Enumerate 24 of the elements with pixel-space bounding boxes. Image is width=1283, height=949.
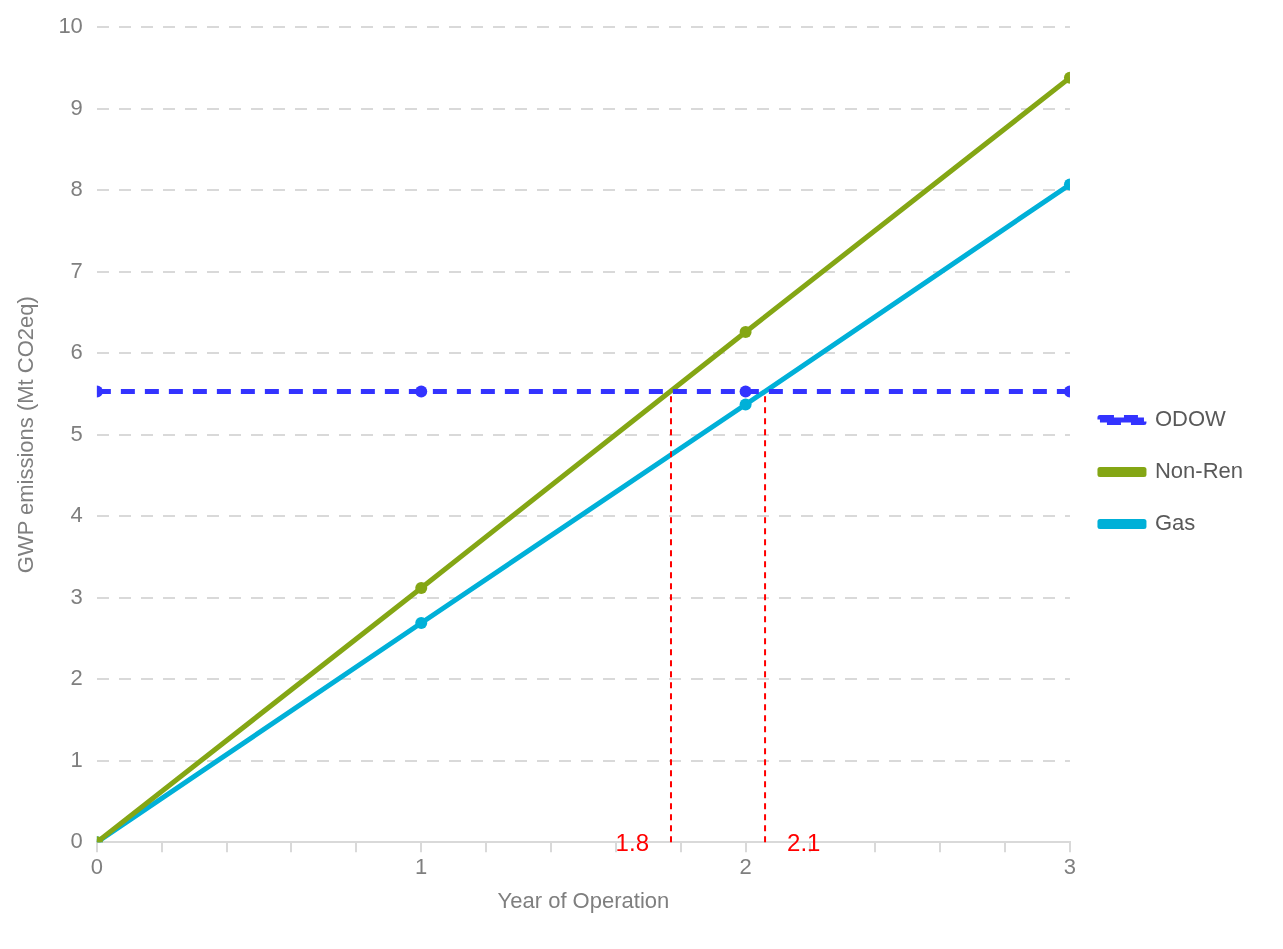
legend-label: Non-Ren bbox=[1154, 458, 1243, 484]
y-tick-label: 9 bbox=[70, 94, 83, 120]
legend-label: ODOW bbox=[1154, 406, 1227, 432]
y-tick-label: 2 bbox=[70, 665, 83, 691]
ref-line-label: 1.8 bbox=[615, 828, 649, 856]
x-tick-label: 0 bbox=[90, 854, 103, 880]
x-axis-title: Year of Operation bbox=[497, 887, 670, 913]
y-tick-label: 1 bbox=[70, 746, 83, 772]
point bbox=[739, 398, 752, 411]
y-tick-label: 4 bbox=[70, 502, 83, 528]
y-tick-label: 0 bbox=[70, 828, 83, 854]
y-axis-title: GWP emissions (Mt CO2eq) bbox=[13, 296, 39, 574]
y-tick-label: 7 bbox=[70, 257, 83, 283]
y-tick-label: 6 bbox=[70, 339, 83, 365]
y-tick-label: 8 bbox=[70, 176, 83, 202]
y-tick-label: 10 bbox=[58, 13, 83, 39]
x-tick-label: 2 bbox=[739, 854, 752, 880]
point bbox=[415, 616, 428, 629]
y-tick-label: 5 bbox=[70, 420, 83, 446]
x-tick-label: 3 bbox=[1063, 854, 1077, 880]
x-tick-label: 1 bbox=[415, 854, 428, 880]
y-tick-label: 3 bbox=[70, 583, 83, 609]
ref-line-label: 2.1 bbox=[787, 828, 821, 856]
legend-label: Gas bbox=[1154, 510, 1196, 536]
